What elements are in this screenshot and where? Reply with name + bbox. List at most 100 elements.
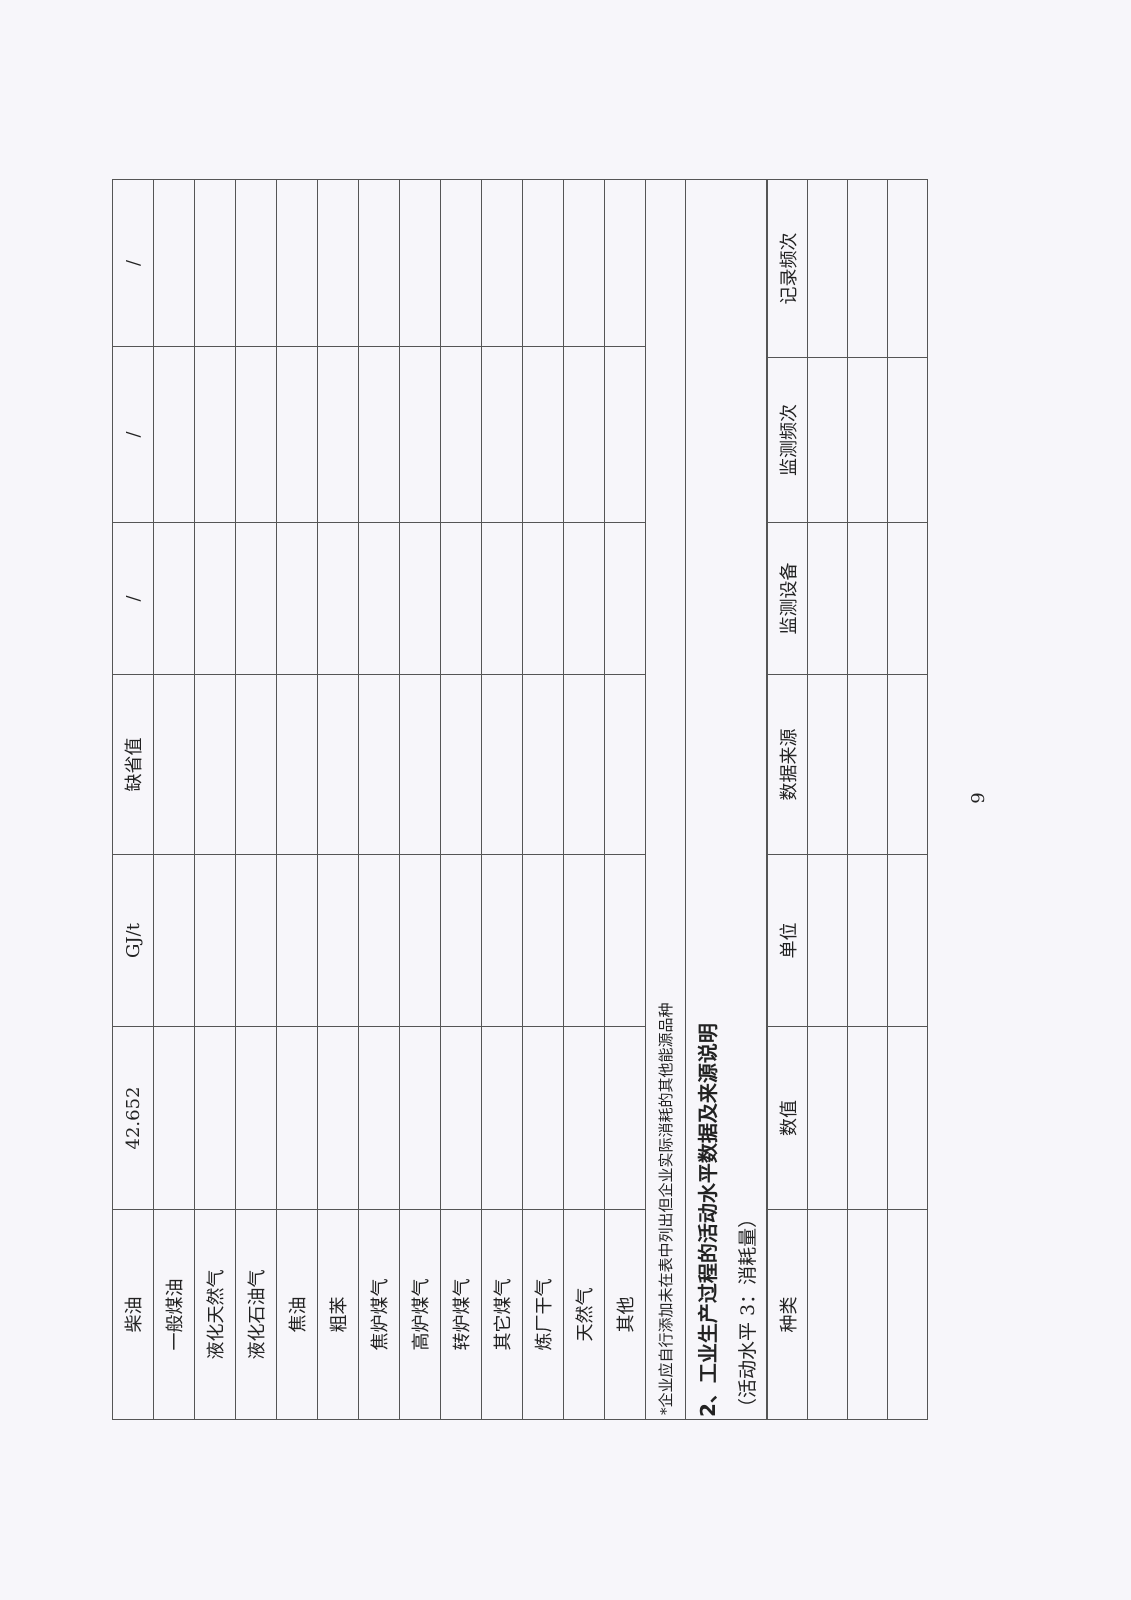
section-subheading-row: （活动水平 3：消耗量） <box>727 179 767 1420</box>
cell-c5 <box>235 522 277 675</box>
cell-c7: / <box>112 179 154 347</box>
activity-level-table: 种类 数值 单位 数据来源 监测设备 监测频次 记录频次 <box>767 179 928 1420</box>
cell-unit <box>481 854 523 1027</box>
cell-c7 <box>276 179 318 347</box>
cell-c5 <box>440 522 482 675</box>
cell <box>887 179 928 358</box>
cell-unit <box>276 854 318 1027</box>
cell-c6 <box>358 346 400 523</box>
cell-source <box>358 674 400 855</box>
cell-source <box>317 674 359 855</box>
cell-source <box>276 674 318 855</box>
cell-value <box>276 1026 318 1210</box>
cell-name: 其他 <box>604 1209 646 1420</box>
cell <box>807 522 848 675</box>
table-row: 其它煤气 <box>481 179 523 1420</box>
table-row: 粗苯 <box>317 179 359 1420</box>
cell-c7 <box>235 179 277 347</box>
cell-c6 <box>317 346 359 523</box>
cell-c7 <box>194 179 236 347</box>
cell-name: 液化天然气 <box>194 1209 236 1420</box>
cell <box>887 854 928 1027</box>
header-device: 监测设备 <box>767 522 808 675</box>
cell-c5 <box>399 522 441 675</box>
cell-c7 <box>358 179 400 347</box>
cell-value <box>481 1026 523 1210</box>
cell <box>887 1026 928 1210</box>
cell-name: 高炉煤气 <box>399 1209 441 1420</box>
cell <box>807 674 848 855</box>
footnote-row: *企业应自行添加未在表中列出但企业实际消耗的其他能源品种 <box>645 179 686 1420</box>
cell-c6 <box>153 346 195 523</box>
cell-source <box>153 674 195 855</box>
rotated-page: 柴油 42.652 GJ/t 缺省值 / / / 一般煤油 液化天然气 液化石油气 焦油 粗苯 焦炉煤气… <box>112 179 989 1420</box>
cell-c6 <box>481 346 523 523</box>
cell-value <box>440 1026 482 1210</box>
cell <box>847 1209 888 1420</box>
cell-c5 <box>317 522 359 675</box>
cell-source <box>399 674 441 855</box>
section-heading: 2、工业生产过程的活动水平数据及来源说明 <box>685 179 727 1420</box>
cell-source <box>563 674 605 855</box>
cell-value <box>358 1026 400 1210</box>
cell-source <box>522 674 564 855</box>
cell-unit <box>522 854 564 1027</box>
table-row: 柴油 42.652 GJ/t 缺省值 / / / <box>112 179 154 1420</box>
table-row: 一般煤油 <box>153 179 195 1420</box>
cell-c5 <box>604 522 646 675</box>
cell-c7 <box>522 179 564 347</box>
cell-c6 <box>276 346 318 523</box>
cell-c6 <box>563 346 605 523</box>
table-row: 焦炉煤气 <box>358 179 400 1420</box>
cell-value: 42.652 <box>112 1026 154 1210</box>
table-row: 其他 <box>604 179 646 1420</box>
cell-c5 <box>522 522 564 675</box>
cell-c6 <box>194 346 236 523</box>
cell-name: 天然气 <box>563 1209 605 1420</box>
cell-c6 <box>399 346 441 523</box>
cell-value <box>235 1026 277 1210</box>
cell-name: 焦油 <box>276 1209 318 1420</box>
cell-value <box>563 1026 605 1210</box>
cell-unit <box>399 854 441 1027</box>
table-row: 转炉煤气 <box>440 179 482 1420</box>
cell-unit <box>194 854 236 1027</box>
table-row <box>887 179 928 1420</box>
table-row: 焦油 <box>276 179 318 1420</box>
cell-c7 <box>153 179 195 347</box>
table-row: 液化天然气 <box>194 179 236 1420</box>
cell-c5 <box>481 522 523 675</box>
header-record-freq: 记录频次 <box>767 179 808 358</box>
footnote: *企业应自行添加未在表中列出但企业实际消耗的其他能源品种 <box>645 179 686 1420</box>
table-row: 高炉煤气 <box>399 179 441 1420</box>
cell-unit <box>235 854 277 1027</box>
cell-unit <box>604 854 646 1027</box>
cell-name: 一般煤油 <box>153 1209 195 1420</box>
cell <box>847 522 888 675</box>
cell-c6 <box>440 346 482 523</box>
cell-value <box>317 1026 359 1210</box>
cell-c6 <box>604 346 646 523</box>
cell-c7 <box>481 179 523 347</box>
table-row: 液化石油气 <box>235 179 277 1420</box>
cell <box>807 1209 848 1420</box>
cell-c5 <box>153 522 195 675</box>
cell-value <box>153 1026 195 1210</box>
cell-c5: / <box>112 522 154 675</box>
cell-unit: GJ/t <box>112 854 154 1027</box>
cell-name: 炼厂干气 <box>522 1209 564 1420</box>
section-subheading: （活动水平 3：消耗量） <box>727 179 767 1420</box>
cell-source <box>235 674 277 855</box>
cell-value <box>604 1026 646 1210</box>
cell-unit <box>563 854 605 1027</box>
cell <box>807 1026 848 1210</box>
header-row: 种类 数值 单位 数据来源 监测设备 监测频次 记录频次 <box>767 179 808 1420</box>
cell-unit <box>153 854 195 1027</box>
cell <box>807 854 848 1027</box>
header-monitor-freq: 监测频次 <box>767 357 808 523</box>
cell-name: 转炉煤气 <box>440 1209 482 1420</box>
cell-c5 <box>358 522 400 675</box>
cell-c7 <box>317 179 359 347</box>
cell-c7 <box>604 179 646 347</box>
cell <box>847 674 888 855</box>
